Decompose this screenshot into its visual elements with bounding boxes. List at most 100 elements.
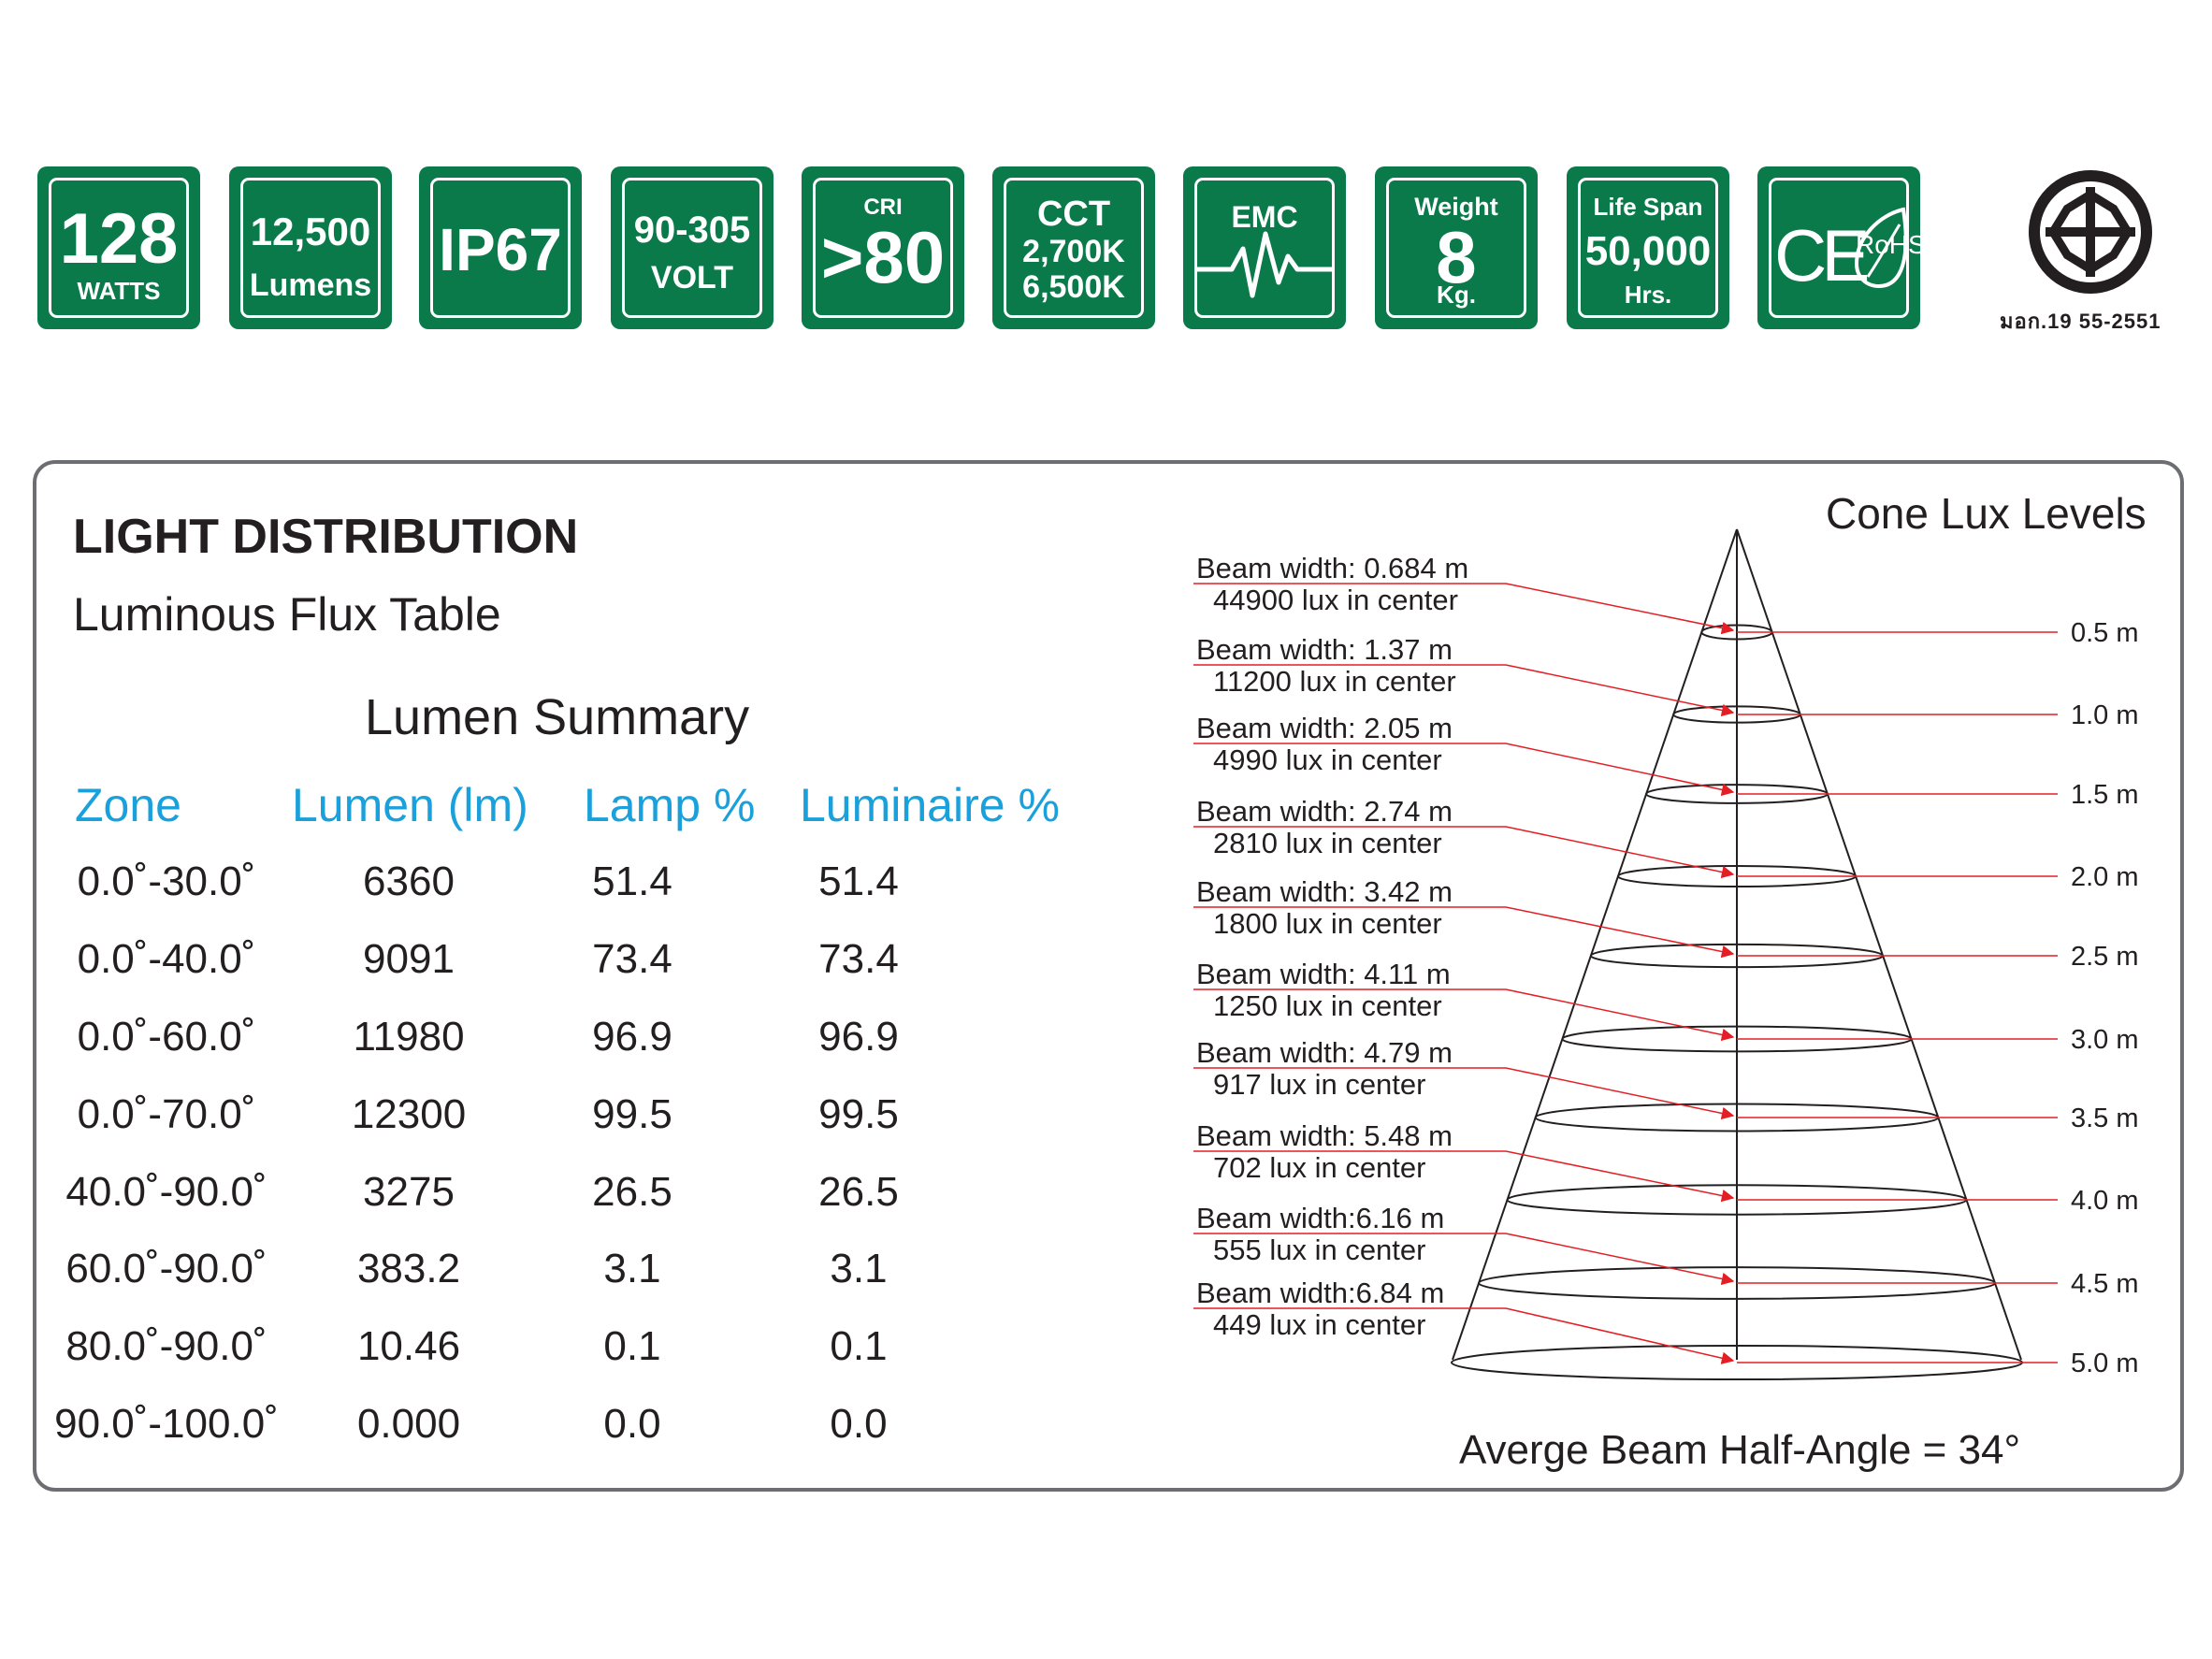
zone-cell: 80.0˚-90.0˚ — [65, 1323, 267, 1369]
lamp-percent-cell: 3.1 — [603, 1246, 661, 1291]
ce-mark-icon: CE — [1774, 214, 1870, 296]
beam-width-label: Beam width:6.16 m — [1196, 1202, 1444, 1234]
distance-label: 3.0 m — [2071, 1025, 2139, 1055]
badge-wattage-unit: WATTS — [77, 277, 161, 305]
badge-cri-label: CRI — [863, 195, 903, 220]
badge-voltage: 90-305 VOLT — [611, 166, 773, 329]
distance-label: 3.5 m — [2071, 1104, 2139, 1133]
badge-cri-value: >80 — [820, 216, 946, 298]
beam-width-label: Beam width: 5.48 m — [1196, 1119, 1453, 1152]
distance-label: 4.5 m — [2071, 1269, 2139, 1299]
beam-width-label: Beam width:6.84 m — [1196, 1277, 1444, 1309]
annotation-arrow — [1505, 583, 1735, 635]
beam-width-label: Beam width: 4.79 m — [1196, 1036, 1453, 1069]
luminaire-percent-cell: 51.4 — [818, 858, 899, 904]
beam-width-label: Beam width: 2.74 m — [1196, 795, 1453, 828]
luminaire-percent-cell: 96.9 — [818, 1014, 899, 1060]
beam-width-label: Beam width: 2.05 m — [1196, 712, 1453, 744]
tis-mark-caption: มอก.19 55-2551 — [2000, 310, 2161, 333]
badge-emc-label: EMC — [1231, 200, 1298, 234]
lamp-percent-cell: 51.4 — [592, 858, 672, 904]
header-lumen: Lumen (lm) — [292, 779, 528, 831]
beam-width-label: Beam width: 0.684 m — [1196, 552, 1468, 584]
badge-weight-value: 8 — [1436, 216, 1477, 298]
distance-label: 2.0 m — [2071, 862, 2139, 892]
annotation-arrow — [1505, 826, 1735, 879]
zone-cell: 40.0˚-90.0˚ — [65, 1169, 267, 1215]
lux-center-label: 1250 lux in center — [1213, 989, 1442, 1022]
badge-ip-value: IP67 — [439, 216, 562, 283]
annotation-arrow — [1505, 1150, 1735, 1203]
badge-weight-label: Weight — [1414, 193, 1498, 221]
lumen-cell: 6360 — [363, 858, 455, 904]
lamp-percent-cell: 26.5 — [592, 1169, 672, 1215]
distance-label: 1.5 m — [2071, 780, 2139, 810]
cone-title: Cone Lux Levels — [1826, 489, 2147, 538]
badge-emc: EMC — [1183, 166, 1346, 329]
luminaire-percent-cell: 99.5 — [818, 1091, 899, 1137]
annotation-arrow — [1505, 906, 1735, 959]
zone-cell: 90.0˚-100.0˚ — [54, 1401, 279, 1447]
badge-cct-high: 6,500K — [1022, 269, 1125, 305]
lumen-cell: 12300 — [351, 1091, 467, 1137]
lamp-percent-cell: 99.5 — [592, 1091, 672, 1137]
annotation-arrow — [1505, 664, 1735, 717]
lux-center-label: 4990 lux in center — [1213, 743, 1442, 776]
light-distribution-panel — [33, 460, 2184, 1492]
lux-center-label: 555 lux in center — [1213, 1233, 1425, 1266]
zone-cell: 0.0˚-70.0˚ — [77, 1091, 256, 1137]
header-lamp: Lamp % — [584, 779, 756, 831]
table-title: Lumen Summary — [365, 689, 750, 745]
lumen-cell: 3275 — [363, 1169, 455, 1215]
luminaire-percent-cell: 3.1 — [830, 1246, 888, 1291]
cone-footer: Averge Beam Half-Angle = 34° — [1459, 1427, 2021, 1473]
badge-lifespan-unit: Hrs. — [1624, 281, 1672, 309]
badge-cct-label: CCT — [1036, 195, 1111, 234]
cone-right-edge — [1736, 528, 2022, 1361]
lumen-cell: 383.2 — [356, 1246, 461, 1291]
badge-lifespan: Life Span 50,000 Hrs. — [1567, 166, 1729, 329]
distance-label: 2.5 m — [2071, 942, 2139, 972]
annotation-arrow — [1505, 988, 1735, 1042]
lux-center-label: 1800 lux in center — [1213, 907, 1442, 940]
distance-label: 5.0 m — [2071, 1349, 2139, 1378]
lux-center-label: 917 lux in center — [1213, 1068, 1425, 1101]
panel-title: LIGHT DISTRIBUTION — [73, 510, 579, 564]
badge-lumens-unit: Lumens — [249, 267, 372, 303]
lux-center-label: 702 lux in center — [1213, 1151, 1425, 1184]
zone-cell: 60.0˚-90.0˚ — [65, 1246, 267, 1291]
header-zone: Zone — [75, 779, 181, 831]
badge-voltage-value: 90-305 — [633, 209, 751, 251]
beam-width-label: Beam width: 3.42 m — [1196, 875, 1453, 908]
distance-label: 0.5 m — [2071, 618, 2139, 648]
badge-lifespan-label: Life Span — [1593, 193, 1703, 221]
rohs-label: RoHS — [1856, 230, 1926, 259]
badge-certifications: CE RoHS — [1757, 166, 1926, 329]
badge-cct-low: 2,700K — [1022, 234, 1125, 269]
panel-subtitle: Luminous Flux Table — [73, 588, 501, 641]
badge-cri: CRI >80 — [802, 166, 964, 329]
rohs-leaf-icon — [1854, 207, 1908, 289]
badge-ip-rating: IP67 — [419, 166, 582, 329]
badge-lumens: 12,500 Lumens — [229, 166, 392, 329]
annotation-arrow — [1505, 1233, 1735, 1286]
annotation-arrow — [1505, 1067, 1735, 1120]
emc-wave-icon — [1194, 231, 1335, 298]
luminaire-percent-cell: 0.1 — [830, 1323, 888, 1369]
badge-voltage-unit: VOLT — [650, 260, 734, 296]
annotation-arrow — [1505, 1307, 1735, 1364]
badge-wattage-value: 128 — [59, 199, 179, 279]
lamp-percent-cell: 73.4 — [592, 936, 672, 982]
badge-lumens-value: 12,500 — [250, 209, 371, 253]
lux-center-label: 44900 lux in center — [1213, 584, 1458, 616]
zone-cell: 0.0˚-40.0˚ — [77, 936, 256, 982]
badge-weight: Weight 8 Kg. — [1375, 166, 1538, 329]
cone-left-edge — [1452, 528, 1738, 1361]
lux-center-label: 11200 lux in center — [1213, 665, 1456, 698]
lamp-percent-cell: 96.9 — [592, 1014, 672, 1060]
lumen-cell: 9091 — [363, 936, 455, 982]
zone-cell: 0.0˚-60.0˚ — [77, 1014, 256, 1060]
luminaire-percent-cell: 26.5 — [818, 1169, 899, 1215]
beam-width-label: Beam width: 1.37 m — [1196, 633, 1453, 666]
lumen-cell: 10.46 — [356, 1323, 461, 1369]
